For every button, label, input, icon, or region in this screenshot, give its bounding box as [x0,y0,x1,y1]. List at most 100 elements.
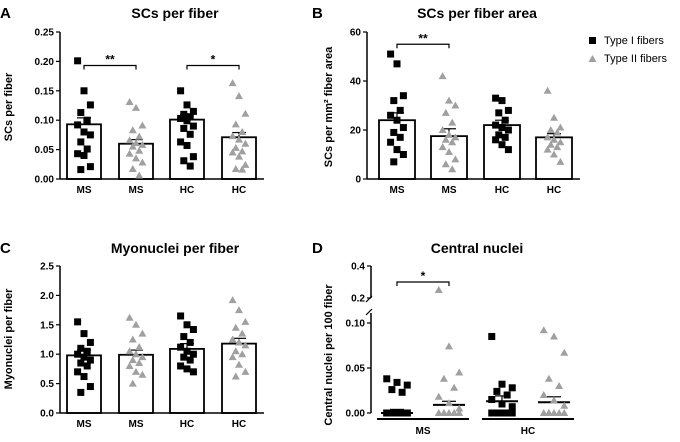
panel-d-data-point [455,409,464,416]
panel-d: D Central nuclei Central nuclei per 100 … [312,240,523,426]
panel-b-data-point [495,131,503,139]
panel-b-data-point [448,138,457,146]
panel-a-data-point [135,132,144,140]
panel-c-data-point [77,388,85,396]
panel-c-data-point [177,312,185,320]
panel-d-data-point [493,387,501,395]
panel-a-significance-bracket [83,64,137,70]
panel-b-data-point [501,116,509,124]
panel-a-data-point [83,145,91,153]
panel-a-data-point [125,97,134,105]
panel-b-data-point [399,151,407,158]
panel-d-significance-bracket [396,281,450,286]
panel-c-x-tick-label: HC [180,419,194,430]
panel-d-data-point [445,342,453,350]
panel-c-y-tick-label: 1.0 [40,350,54,361]
panel-b-data-point [556,157,565,165]
panel-a-data-point [77,109,85,117]
panel-label-d: D [312,240,323,257]
panel-c-data-point [189,326,197,334]
panel-d-data-point [450,383,459,391]
panel-c-data-point [180,333,188,341]
panel-b-data-point [492,121,500,129]
panel-b-data-point [498,141,506,149]
panel-a-x-tick-label: MS [129,185,144,196]
panel-a-data-point [132,154,140,162]
panel-a-data-point [228,79,237,87]
panel-b-significance-label: ** [418,31,428,45]
panel-a-y-tick-label: 0.20 [35,57,55,68]
legend-type-i-label: Type I fibers [604,35,664,47]
panel-d-axis-break-mark [365,308,373,316]
panel-d-data-point [539,409,548,416]
panel-a-data-point [189,153,197,161]
panel-b-data-point [445,130,453,138]
panel-c-data-point [86,356,94,364]
panel-c-data-point [235,306,243,314]
panel-b-data-point [445,96,453,104]
panel-c-data-point [228,296,237,304]
panel-d-data-point [560,409,569,416]
panel-c-data-point [135,359,144,367]
panel-a-data-point [228,132,237,140]
panel-b-data-point [393,60,401,68]
panel-c-data-point [241,367,250,375]
panel-c-data-point [183,365,191,373]
panel-a-data-point [132,139,140,147]
panel-c-data-point [128,356,137,364]
panel-c-data-point [138,370,147,378]
panel-c-x-tick-label: HC [232,419,246,430]
panel-b-y-tick-label: 20 [350,126,362,137]
panel-c-data-point [138,353,147,361]
panel-a-data-point [180,124,188,132]
panel-a-data-point [135,171,144,179]
panel-d-group-label: MS [416,426,431,437]
panel-a-data-point [77,138,85,146]
panel-a-x-tick-label: MS [77,185,92,196]
panel-a-data-point [80,87,88,95]
panel-b-data-point [504,106,512,114]
panel-b-data-point [498,124,506,132]
panel-b-data-point [438,72,447,80]
panel-c-data-point [83,347,91,355]
panel-a-y-tick-label: 0.15 [35,86,55,97]
panel-c-data-point [125,347,134,355]
panel-c-data-point [128,379,137,387]
panel-b-data-point [492,94,500,102]
panel-c-y-tick-label: 0.5 [40,379,54,390]
panel-c-y-tick-label: 2.5 [40,262,54,273]
panel-b-data-point [553,143,562,151]
panel-c-data-point [132,350,140,358]
panel-c-ylabel: Myonuclei per fiber [3,288,15,390]
panel-d-data-point [539,326,548,334]
panel-d-data-point [450,409,459,416]
panel-b-title: SCs per fiber area [417,5,537,21]
panel-a-data-point [86,163,94,171]
panel-d-data-point [503,391,511,399]
panel-c-data-point [228,335,237,343]
panel-c-data-point [80,353,88,361]
panel-c-data-point [177,362,185,370]
panel-b-data-point [390,158,398,166]
panel-a-data-point [183,141,191,149]
legend: Type I fibers Type II fibers [588,35,667,65]
legend-type-ii-label: Type II fibers [604,53,667,65]
panel-c-data-point [80,330,88,338]
panel-d-data-point [560,348,569,356]
panel-b-data-point [546,140,555,148]
panel-c-y-tick-label: 1.5 [40,320,54,331]
panel-a-y-tick-label: 0.00 [35,175,55,186]
panel-c-data-point [125,361,134,369]
panel-a-data-point [138,140,147,148]
panel-b-data-point [441,160,450,168]
panel-label-a: A [0,5,11,22]
panel-a-data-point [80,128,88,136]
panel-a-y-tick-label: 0.10 [35,116,55,127]
panel-b-data-point [504,126,512,134]
panel-b-data-point [438,143,447,151]
panel-a-data-point [235,92,243,100]
panel-b-y-tick-label: 40 [350,77,362,88]
panel-c-data-point [77,359,85,367]
panel-d-data-point [434,409,443,416]
panel-a-data-point [128,165,137,173]
